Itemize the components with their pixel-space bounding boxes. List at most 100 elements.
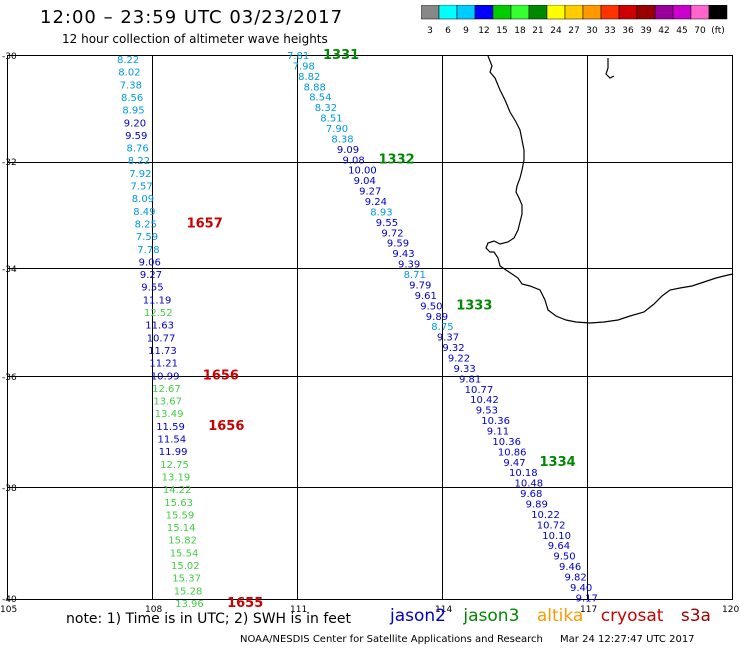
colorbar-label: 12 [478, 26, 489, 36]
left-track-values: 8.228.027.388.568.959.209.598.768.227.92… [117, 55, 204, 610]
lat-label: -34 [2, 265, 17, 275]
island-fragment [605, 58, 615, 79]
swh-value: 8.25 [135, 220, 157, 231]
swh-value: 8.38 [331, 134, 353, 145]
lon-label: 117 [580, 605, 597, 615]
colorbar-label: 36 [622, 26, 634, 36]
swh-value: 9.61 [415, 291, 437, 302]
footer: NOAA/NESDIS Center for Satellite Applica… [240, 634, 709, 645]
swh-value: 10.10 [542, 531, 571, 542]
colorbar-label: 27 [568, 26, 579, 36]
swh-value: 10.18 [509, 468, 538, 479]
colorbar-label: 70 [694, 26, 706, 36]
swh-value: 9.06 [139, 257, 161, 268]
lon-labels: 105 108 111 114 117 120 [0, 605, 739, 615]
swh-value: 9.11 [487, 427, 509, 438]
swh-value: 11.73 [148, 346, 177, 357]
swh-value: 7.98 [293, 61, 315, 72]
swh-value: 9.79 [409, 281, 431, 292]
lon-label: 108 [145, 605, 162, 615]
swh-value: 7.81 [287, 51, 309, 62]
swh-value: 11.99 [159, 447, 188, 458]
swh-value: 15.54 [170, 548, 199, 559]
swh-value: 9.37 [437, 333, 459, 344]
swh-value: 9.24 [365, 197, 387, 208]
swh-value: 13.19 [162, 472, 191, 483]
time-label: 1332 [379, 152, 415, 167]
swh-value: 9.27 [359, 187, 381, 198]
colorbar-label: 24 [550, 26, 562, 36]
colorbar-label: 33 [604, 26, 615, 36]
colorbar-label: 15 [496, 26, 507, 36]
swh-value: 15.28 [174, 586, 203, 597]
swh-value: 15.82 [168, 536, 197, 547]
colorbar-label: 45 [676, 26, 687, 36]
lat-label: -38 [2, 484, 17, 494]
time-label: 1657 [187, 217, 223, 232]
swh-value: 10.48 [515, 479, 544, 490]
swh-value: 13.67 [153, 397, 182, 408]
swh-value: 9.08 [343, 155, 365, 166]
swh-value: 8.51 [320, 114, 342, 125]
swh-value: 9.89 [526, 500, 548, 511]
swh-value: 10.42 [470, 395, 499, 406]
swh-value: 9.27 [140, 270, 162, 281]
lat-labels: -30 -32 -34 -36 -38 -40 [2, 52, 17, 605]
left-track-times: 1657 1656 1656 1655 [187, 217, 264, 612]
swh-value: 9.55 [141, 283, 163, 294]
swh-value: 9.55 [376, 218, 398, 229]
time-label: 1655 [227, 596, 263, 611]
swh-value: 9.81 [459, 374, 481, 385]
swh-value: 7.90 [326, 124, 348, 135]
swh-value: 9.20 [124, 118, 146, 129]
swh-value: 9.22 [448, 354, 470, 365]
swh-value: 10.36 [492, 437, 521, 448]
swh-value: 9.59 [387, 239, 409, 250]
swh-value: 9.89 [426, 312, 448, 323]
colorbar-label: 39 [640, 26, 652, 36]
swh-value: 9.46 [559, 562, 581, 573]
page-subtitle: 12 hour collection of altimeter wave hei… [62, 32, 328, 46]
swh-value: 8.22 [128, 156, 150, 167]
swh-value: 8.88 [304, 82, 326, 93]
swh-value: 9.64 [548, 541, 570, 552]
time-label: 1656 [203, 368, 239, 383]
legend-jason2: jason2 [390, 606, 446, 626]
swh-value: 14.22 [163, 485, 192, 496]
swh-value: 7.78 [137, 245, 159, 256]
time-label: 1331 [323, 48, 359, 63]
time-label: 1334 [540, 455, 576, 470]
swh-value: 8.82 [298, 72, 320, 83]
swh-value: 12.67 [152, 384, 181, 395]
swh-value: 10.22 [531, 510, 560, 521]
note-text: note: 1) Time is in UTC; 2) SWH is in fe… [66, 611, 352, 627]
lat-label: -36 [2, 373, 17, 383]
swh-value: 13.96 [175, 599, 204, 610]
swh-value: 8.75 [431, 322, 453, 333]
grid-lines [7, 55, 733, 600]
colorbar-label: 18 [514, 26, 526, 36]
colorbar-label: 42 [658, 26, 669, 36]
swh-value: 9.72 [381, 228, 403, 239]
colorbar-label: 9 [463, 26, 469, 36]
colorbar-label: 30 [586, 26, 598, 36]
time-label: 1656 [208, 419, 244, 434]
swh-value: 15.37 [172, 574, 201, 585]
swh-value: 10.86 [498, 447, 527, 458]
swh-value: 9.32 [442, 343, 464, 354]
lat-label: -32 [2, 158, 17, 168]
swh-value: 9.68 [520, 489, 542, 500]
swh-value: 8.95 [122, 106, 144, 117]
swh-value: 15.59 [166, 510, 195, 521]
colorbar-label: 21 [532, 26, 543, 36]
swh-value: 8.49 [133, 207, 155, 218]
swh-value: 10.72 [537, 520, 566, 531]
time-label: 1333 [456, 298, 492, 313]
colorbar: 3 6 9 12 15 18 21 24 27 30 33 36 39 42 45 70 (ft) [421, 5, 728, 36]
swh-value: 8.54 [309, 93, 331, 104]
right-track-values: 7.817.988.828.888.548.328.517.908.389.09… [287, 51, 598, 604]
footer-credit: NOAA/NESDIS Center for Satellite Applica… [240, 634, 543, 645]
colorbar-swatch [708, 5, 728, 20]
swh-value: 9.04 [354, 176, 376, 187]
